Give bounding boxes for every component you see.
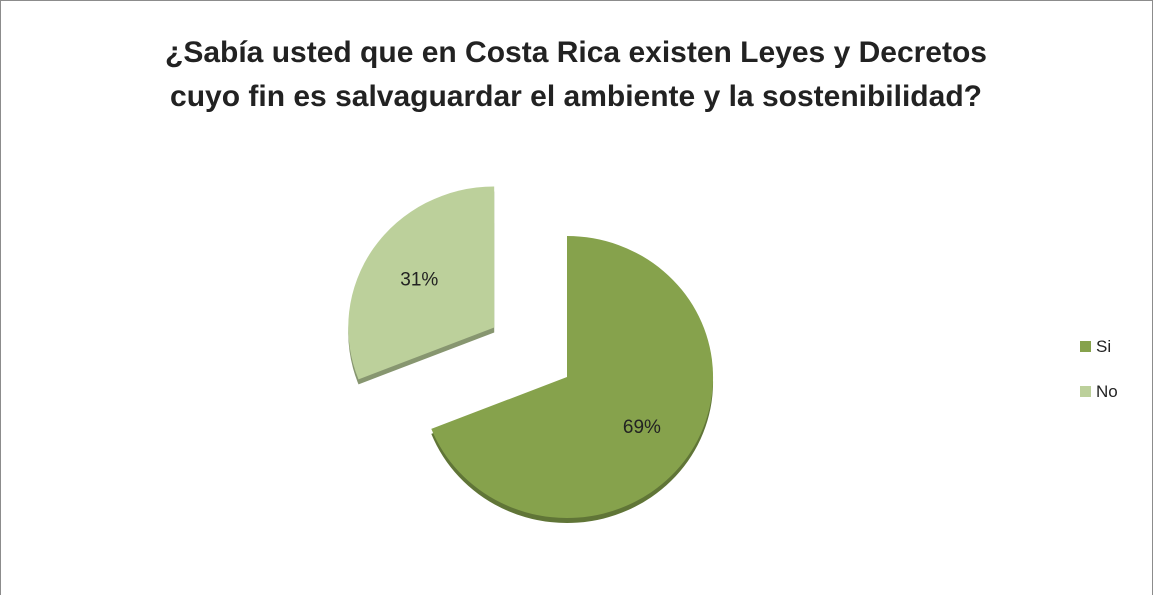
legend-item-no: No <box>1080 369 1118 414</box>
pie-slice-no <box>348 186 495 385</box>
legend-swatch-no <box>1080 386 1091 397</box>
pie-slice-no-face <box>348 186 495 380</box>
chart-title-line-2: cuyo fin es salvaguardar el ambiente y l… <box>170 80 982 113</box>
chart-title: ¿Sabía usted que en Costa Rica existen L… <box>61 31 1091 119</box>
legend-item-si: Si <box>1080 324 1118 369</box>
legend-label-no: No <box>1096 381 1118 401</box>
chart-title-line-1: ¿Sabía usted que en Costa Rica existen L… <box>165 36 987 69</box>
legend-swatch-si <box>1080 341 1091 352</box>
data-label-si: 69% <box>623 417 661 438</box>
legend-label-si: Si <box>1096 336 1112 356</box>
pie-slice-si-face <box>431 236 714 518</box>
data-label-no: 31% <box>400 269 438 290</box>
legend: Si No <box>1080 324 1118 414</box>
pie-slice-si <box>431 236 714 523</box>
